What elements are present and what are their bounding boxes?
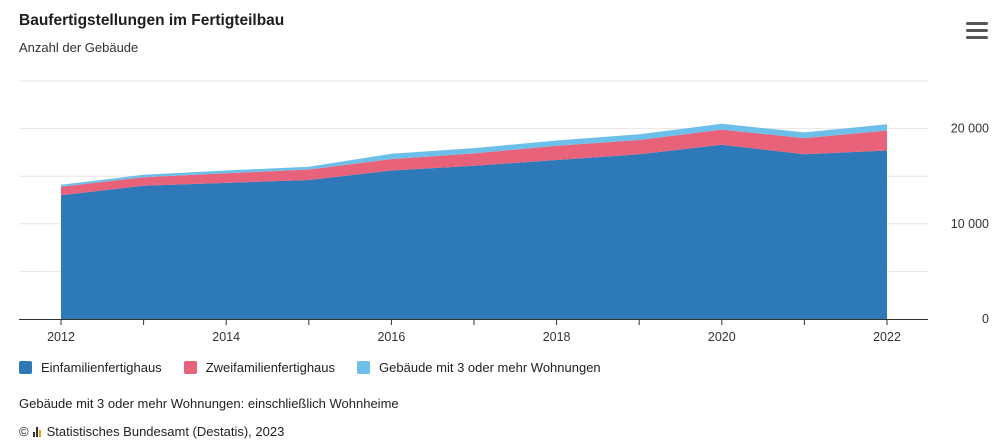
legend-item-zweifamilienfertighaus[interactable]: Zweifamilienfertighaus xyxy=(183,360,336,375)
source-credit: © Statistisches Bundesamt (Destatis), 20… xyxy=(19,424,284,439)
legend-swatch xyxy=(19,361,32,374)
x-tick-label: 2020 xyxy=(708,330,736,344)
legend: Einfamilienfertighaus Zweifamilienfertig… xyxy=(19,360,601,375)
y-axis-labels: 0 10 000 20 000 xyxy=(951,122,989,326)
hamburger-menu-icon[interactable] xyxy=(966,22,988,40)
legend-label: Zweifamilienfertighaus xyxy=(205,360,336,375)
x-tick-label: 2022 xyxy=(873,330,901,344)
x-axis: 2012 2014 2016 2018 2020 2022 xyxy=(19,319,928,344)
x-tick-label: 2014 xyxy=(212,330,240,344)
legend-label: Gebäude mit 3 oder mehr Wohnungen xyxy=(379,360,601,375)
area-series-group xyxy=(61,123,887,319)
legend-swatch xyxy=(183,361,197,374)
footnote: Gebäude mit 3 oder mehr Wohnungen: einsc… xyxy=(19,396,399,411)
legend-label: Einfamilienfertighaus xyxy=(41,360,162,375)
x-tick-label: 2016 xyxy=(377,330,405,344)
chart-title: Baufertigstellungen im Fertigteilbau xyxy=(19,12,285,29)
legend-swatch xyxy=(357,361,371,374)
source-text: Statistisches Bundesamt (Destatis), 2023 xyxy=(46,424,285,439)
area-series-einfamilienfertighaus xyxy=(61,144,887,319)
y-tick-label: 10 000 xyxy=(951,217,989,231)
copyright-symbol: © xyxy=(19,424,29,439)
legend-item-einfamilienfertighaus[interactable]: Einfamilienfertighaus xyxy=(19,360,162,375)
area-series-zweifamilienfertighaus xyxy=(61,129,887,196)
y-tick-label: 20 000 xyxy=(951,122,989,136)
x-tick-label: 2018 xyxy=(543,330,571,344)
chart-area: 2012 2014 2016 2018 2020 2022 0 10 000 20 000 xyxy=(19,80,989,344)
x-tick-label: 2012 xyxy=(47,330,75,344)
y-tick-label: 0 xyxy=(982,312,989,326)
legend-item-mehr-wohnungen[interactable]: Gebäude mit 3 oder mehr Wohnungen xyxy=(357,360,601,375)
chart-subtitle: Anzahl der Gebäude xyxy=(19,40,139,55)
destatis-logo-icon xyxy=(32,426,41,437)
area-series-geb-ude-mit-3-oder-mehr-wohnungen xyxy=(61,123,887,187)
